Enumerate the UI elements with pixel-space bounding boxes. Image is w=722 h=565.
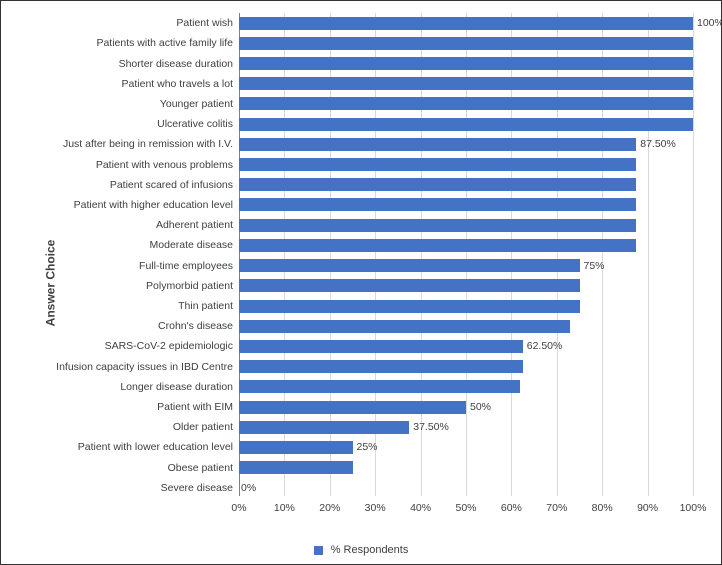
- bar-row: Adherent patient: [239, 219, 693, 232]
- category-label: Patient scared of infusions: [110, 179, 239, 191]
- bar-row: Just after being in remission with I.V.8…: [239, 138, 693, 151]
- category-label: Polymorbid patient: [146, 280, 239, 292]
- category-label: Severe disease: [161, 482, 239, 494]
- category-label: Crohn's disease: [158, 320, 239, 332]
- legend-swatch: [314, 546, 323, 555]
- value-label: 62.50%: [523, 340, 563, 352]
- legend: % Respondents: [1, 544, 721, 556]
- bar-row: Crohn's disease: [239, 320, 693, 333]
- category-label: Patient with venous problems: [96, 159, 239, 171]
- x-tick-label: 90%: [637, 496, 658, 514]
- category-label: Just after being in remission with I.V.: [63, 138, 239, 150]
- bar-row: Thin patient: [239, 300, 693, 313]
- plot-area: 0%10%20%30%40%50%60%70%80%90%100%Patient…: [239, 13, 693, 496]
- bar-row: Patient with lower education level25%: [239, 441, 693, 454]
- x-tick-label: 80%: [592, 496, 613, 514]
- value-label: 87.50%: [636, 138, 676, 150]
- category-label: Patient wish: [176, 17, 239, 29]
- bar-row: Patient wish100%: [239, 17, 693, 30]
- bar: [239, 461, 353, 474]
- x-tick-label: 0%: [231, 496, 246, 514]
- bar: [239, 97, 693, 110]
- legend-text: % Respondents: [331, 544, 409, 556]
- bar: [239, 37, 693, 50]
- bar-row: Older patient37.50%: [239, 421, 693, 434]
- bar: [239, 178, 636, 191]
- bar-row: Younger patient: [239, 97, 693, 110]
- category-label: Infusion capacity issues in IBD Centre: [56, 361, 239, 373]
- bar-row: Patient who travels a lot: [239, 77, 693, 90]
- bar: [239, 239, 636, 252]
- bar: 25%: [239, 441, 353, 454]
- x-tick-label: 50%: [455, 496, 476, 514]
- value-label: 37.50%: [409, 421, 449, 433]
- bar-row: Obese patient: [239, 461, 693, 474]
- value-label: 50%: [466, 401, 491, 413]
- category-label: Shorter disease duration: [119, 58, 239, 70]
- category-label: Thin patient: [178, 300, 239, 312]
- category-label: Moderate disease: [150, 239, 239, 251]
- category-label: Ulcerative colitis: [157, 118, 239, 130]
- bar-row: Patient with higher education level: [239, 198, 693, 211]
- bar-row: Full-time employees75%: [239, 259, 693, 272]
- category-label: Longer disease duration: [120, 381, 239, 393]
- bar: [239, 380, 520, 393]
- y-axis-title: Answer Choice: [43, 239, 57, 326]
- bar: [239, 320, 570, 333]
- value-label: 75%: [580, 260, 605, 272]
- bar-row: Infusion capacity issues in IBD Centre: [239, 360, 693, 373]
- bar: 75%: [239, 259, 580, 272]
- x-tick-label: 10%: [274, 496, 295, 514]
- bar: 37.50%: [239, 421, 409, 434]
- category-label: Patient with EIM: [157, 401, 239, 413]
- bar: [239, 360, 523, 373]
- x-tick-label: 30%: [365, 496, 386, 514]
- bar: [239, 158, 636, 171]
- category-label: SARS-CoV-2 epidemiologic: [105, 340, 239, 352]
- chart-container: Answer Choice 0% 10% 20% 30% 40% 50% 60% 70% 80%…: [0, 0, 722, 565]
- bar: 50%: [239, 401, 466, 414]
- bar: [239, 57, 693, 70]
- bar-row: Patient with venous problems: [239, 158, 693, 171]
- category-label: Patient who travels a lot: [122, 78, 239, 90]
- value-label: 100%: [693, 17, 722, 29]
- bar: [239, 279, 580, 292]
- bar-row: Patient with EIM50%: [239, 401, 693, 414]
- bar-row: Ulcerative colitis: [239, 118, 693, 131]
- value-label: 0%: [241, 482, 256, 494]
- bar: [239, 77, 693, 90]
- x-tick-label: 20%: [319, 496, 340, 514]
- value-label: 25%: [353, 441, 378, 453]
- bar-row: Shorter disease duration: [239, 57, 693, 70]
- category-label: Adherent patient: [156, 219, 239, 231]
- bar: [239, 118, 693, 131]
- bar-row: Severe disease0%: [239, 481, 693, 494]
- bar: 100%: [239, 17, 693, 30]
- x-tick-label: 100%: [680, 496, 707, 514]
- category-label: Older patient: [173, 421, 239, 433]
- bar-row: Moderate disease: [239, 239, 693, 252]
- category-label: Younger patient: [160, 98, 239, 110]
- bar-row: Patients with active family life: [239, 37, 693, 50]
- bar: [239, 300, 580, 313]
- bar-row: Patient scared of infusions: [239, 178, 693, 191]
- gridline: [693, 13, 694, 496]
- x-tick-label: 70%: [546, 496, 567, 514]
- x-tick-label: 40%: [410, 496, 431, 514]
- category-label: Patient with higher education level: [74, 199, 239, 211]
- category-label: Full-time employees: [139, 260, 239, 272]
- category-label: Patients with active family life: [96, 37, 239, 49]
- bar-row: Polymorbid patient: [239, 279, 693, 292]
- bar-row: Longer disease duration: [239, 380, 693, 393]
- category-label: Patient with lower education level: [78, 441, 239, 453]
- bar: [239, 219, 636, 232]
- bar: 62.50%: [239, 340, 523, 353]
- x-tick-label: 60%: [501, 496, 522, 514]
- bar-row: SARS-CoV-2 epidemiologic62.50%: [239, 340, 693, 353]
- category-label: Obese patient: [168, 462, 239, 474]
- bar: [239, 198, 636, 211]
- bar: 87.50%: [239, 138, 636, 151]
